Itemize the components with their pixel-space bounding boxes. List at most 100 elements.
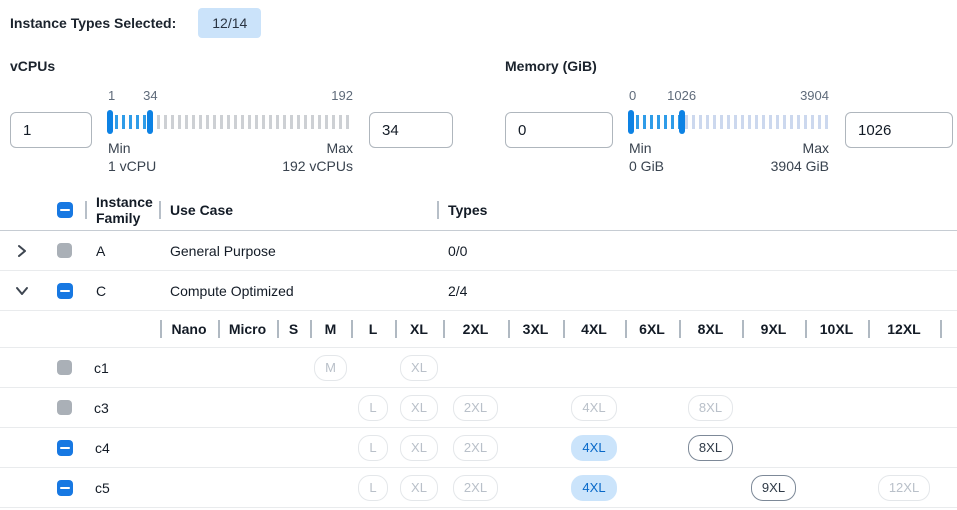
size-column-nano: Nano <box>160 311 218 347</box>
size-column-micro: Micro <box>218 311 277 347</box>
size-chip-l: L <box>358 474 388 501</box>
instance-checkbox[interactable] <box>57 439 73 456</box>
family-row-c: C Compute Optimized 2/4 <box>0 271 957 312</box>
size-column-m: M <box>310 311 351 347</box>
vcpus-max-caption: Max <box>326 140 353 156</box>
memory-scale-start: 0 <box>629 88 637 103</box>
memory-slider: 0 1026 3904 Min 0 GiB <box>628 88 829 175</box>
table-header-row: Instance Family Use Case Types <box>0 189 957 232</box>
vcpus-min-input[interactable]: 1 <box>10 112 92 148</box>
instance-name: c1 <box>94 359 109 376</box>
size-chip-l: L <box>358 394 388 421</box>
vcpus-max-input[interactable]: 34 <box>369 112 453 148</box>
size-column-3xl: 3XL <box>508 311 563 347</box>
family-types-count: 0/0 <box>448 242 468 259</box>
size-column-9xl: 9XL <box>742 311 805 347</box>
size-chip-xl: XL <box>400 394 438 421</box>
size-chip-8xl[interactable]: 8XL <box>687 434 734 461</box>
memory-max-detail: 3904 GiB <box>770 158 829 175</box>
size-column-xl: XL <box>395 311 443 347</box>
selection-count-badge: 12/14 <box>198 8 262 38</box>
selection-summary-label: Instance Types Selected: <box>10 15 177 31</box>
size-column-10xl: 10XL <box>805 311 868 347</box>
chevron-right-icon <box>18 244 26 257</box>
vcpus-label: vCPUs <box>10 58 56 74</box>
size-column-8xl: 8XL <box>679 311 742 347</box>
instance-name: c4 <box>95 439 110 456</box>
vcpus-slider: 1 34 192 Min 1 vCPU <box>107 88 353 175</box>
select-all-checkbox[interactable] <box>56 201 73 218</box>
size-column-4xl: 4XL <box>563 311 625 347</box>
vcpus-ticks <box>108 115 353 129</box>
vcpus-scale-end: 192 <box>331 88 353 103</box>
size-header-end-divider <box>940 311 957 347</box>
size-chip-2xl: 2XL <box>452 434 499 461</box>
instance-family-table: Instance Family Use Case Types A General… <box>0 189 957 509</box>
instance-checkbox-disabled <box>57 360 72 376</box>
memory-max-input[interactable]: 1026 <box>845 112 953 148</box>
size-chip-2xl: 2XL <box>452 394 499 421</box>
family-types-count: 2/4 <box>448 282 468 299</box>
memory-max-caption: Max <box>802 140 829 156</box>
vcpus-scale-current: 34 <box>143 88 158 103</box>
memory-min-detail: 0 GiB <box>629 158 665 175</box>
column-header-instance-family: Instance Family <box>85 194 159 226</box>
instance-checkbox-disabled <box>57 400 72 416</box>
size-chip-8xl: 8XL <box>687 394 734 421</box>
size-column-l: L <box>351 311 395 347</box>
family-checkbox[interactable] <box>56 282 73 299</box>
family-use-case: Compute Optimized <box>170 282 294 299</box>
size-chip-l: L <box>358 434 388 461</box>
vcpus-slider-track[interactable] <box>107 110 353 134</box>
vcpus-min-caption: Min <box>108 140 131 156</box>
size-chip-xl: XL <box>400 354 438 381</box>
memory-slider-track[interactable] <box>628 110 829 134</box>
size-chip-9xl[interactable]: 9XL <box>750 474 797 501</box>
chevron-down-icon <box>16 286 28 295</box>
instance-row-c1: c1 M XL <box>0 348 957 389</box>
memory-label: Memory (GiB) <box>505 58 597 74</box>
family-name: A <box>96 242 106 259</box>
size-column-6xl: 6XL <box>625 311 679 347</box>
expand-row-button[interactable] <box>0 243 44 259</box>
collapse-row-button[interactable] <box>0 283 44 299</box>
size-chip-xl: XL <box>400 434 438 461</box>
vcpus-min-detail: 1 vCPU <box>108 158 157 175</box>
memory-min-input[interactable]: 0 <box>505 112 613 148</box>
instance-row-c3: c3 L XL 2XL 4XL 8XL <box>0 388 957 429</box>
vcpus-scale-start: 1 <box>108 88 116 103</box>
vcpus-filter: vCPUs 1 1 34 192 <box>10 58 453 175</box>
family-name: C <box>96 282 107 299</box>
memory-handle-min[interactable] <box>628 110 634 134</box>
filters: vCPUs 1 1 34 192 <box>0 58 957 175</box>
instance-checkbox[interactable] <box>57 479 73 496</box>
instance-row-c4: c4 L XL 2XL 4XL 8XL <box>0 428 957 469</box>
memory-min-caption: Min <box>629 140 652 156</box>
memory-scale-current: 1026 <box>667 88 697 103</box>
vcpus-handle-min[interactable] <box>107 110 113 134</box>
size-chip-4xl-selected[interactable]: 4XL <box>571 474 617 501</box>
vcpus-max-detail: 192 vCPUs <box>282 158 353 175</box>
selection-summary: Instance Types Selected: 12/14 <box>0 8 957 38</box>
vcpus-handle-max[interactable] <box>147 110 154 134</box>
column-header-types: Types <box>437 202 957 218</box>
size-column-s: S <box>277 311 310 347</box>
family-row-a: A General Purpose 0/0 <box>0 231 957 272</box>
size-chip-xl: XL <box>400 474 438 501</box>
size-chip-m: M <box>314 354 347 381</box>
size-column-2xl: 2XL <box>443 311 508 347</box>
family-checkbox-disabled <box>57 243 72 259</box>
memory-handle-max[interactable] <box>678 110 685 134</box>
family-use-case: General Purpose <box>170 242 276 259</box>
instance-name: c5 <box>95 479 110 496</box>
memory-scale-end: 3904 <box>800 88 829 103</box>
memory-filter: Memory (GiB) 0 0 1026 3904 <box>505 58 953 175</box>
column-header-use-case: Use Case <box>159 202 437 218</box>
instance-name: c3 <box>94 399 109 416</box>
memory-ticks-active <box>629 115 682 129</box>
size-chip-4xl: 4XL <box>571 394 617 421</box>
size-column-12xl: 12XL <box>868 311 940 347</box>
size-chip-4xl-selected[interactable]: 4XL <box>571 434 617 461</box>
size-chip-2xl: 2XL <box>452 474 499 501</box>
